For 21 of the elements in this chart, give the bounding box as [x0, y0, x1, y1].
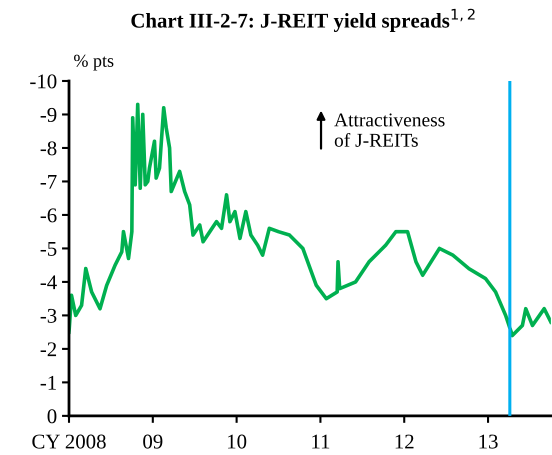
y-tick-label: -1	[40, 376, 56, 390]
x-tick-label: 10	[228, 434, 246, 449]
chart-title: Chart III-2-7: J-REIT yield spreads$^{1,2}$	[131, 8, 475, 32]
y-tick-label: 0	[48, 409, 56, 424]
y-axis-title: % pts	[74, 54, 114, 71]
x-tick-label: 09	[143, 434, 162, 449]
x-tick-label: 11	[312, 434, 330, 448]
y-tick-label: -9	[40, 108, 56, 122]
line-series	[69, 102, 551, 338]
x-tick-label: 13	[479, 434, 498, 449]
annotation: Attractiveness of J-REITs	[334, 113, 445, 147]
y-tick-label: -5	[40, 242, 56, 256]
y-tick-label: -7	[40, 175, 57, 189]
y-tick-label: -10	[30, 74, 56, 88]
y-tick-label: -8	[40, 141, 56, 156]
x-tick-label: CY 2008	[32, 434, 106, 449]
y-tick-label: -6	[40, 208, 57, 222]
y-tick-label: -3	[40, 308, 56, 323]
y-tick-label: -2	[40, 342, 56, 356]
y-tick-label: -4	[40, 275, 57, 290]
x-tick-label: 12	[396, 434, 414, 448]
